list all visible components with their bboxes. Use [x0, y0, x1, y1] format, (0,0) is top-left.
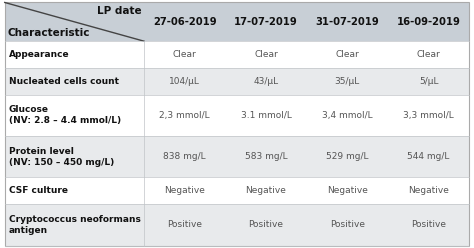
Text: Negative: Negative: [327, 186, 368, 195]
Text: Positive: Positive: [248, 220, 283, 229]
Text: 5/μL: 5/μL: [419, 77, 438, 86]
Bar: [5, 177, 469, 204]
Text: 529 mg/L: 529 mg/L: [326, 152, 369, 161]
Text: Clear: Clear: [336, 50, 359, 59]
Text: Positive: Positive: [167, 220, 202, 229]
Text: Clear: Clear: [254, 50, 278, 59]
Text: 583 mg/L: 583 mg/L: [245, 152, 287, 161]
Text: Glucose
(NV: 2.8 – 4.4 mmol/L): Glucose (NV: 2.8 – 4.4 mmol/L): [9, 105, 121, 125]
Text: Positive: Positive: [411, 220, 446, 229]
Text: Positive: Positive: [330, 220, 365, 229]
Text: 27-06-2019: 27-06-2019: [153, 17, 217, 27]
Text: Negative: Negative: [408, 186, 449, 195]
Text: LP date: LP date: [97, 6, 142, 16]
Text: 35/μL: 35/μL: [335, 77, 360, 86]
Text: 3,4 mmol/L: 3,4 mmol/L: [322, 111, 373, 120]
Text: Clear: Clear: [417, 50, 440, 59]
Bar: [5, 204, 469, 246]
Text: 3,3 mmol/L: 3,3 mmol/L: [403, 111, 454, 120]
Text: Characteristic: Characteristic: [7, 28, 90, 38]
Text: Negative: Negative: [164, 186, 205, 195]
Text: 17-07-2019: 17-07-2019: [234, 17, 298, 27]
Text: 104/μL: 104/μL: [169, 77, 200, 86]
Text: Clear: Clear: [173, 50, 197, 59]
Bar: [5, 2, 469, 41]
Text: 31-07-2019: 31-07-2019: [316, 17, 379, 27]
Text: Negative: Negative: [246, 186, 286, 195]
Text: Protein level
(NV: 150 – 450 mg/L): Protein level (NV: 150 – 450 mg/L): [9, 147, 114, 167]
Text: Appearance: Appearance: [9, 50, 69, 59]
Text: 544 mg/L: 544 mg/L: [408, 152, 450, 161]
Text: 2,3 mmol/L: 2,3 mmol/L: [159, 111, 210, 120]
Text: CSF culture: CSF culture: [9, 186, 67, 195]
Bar: [5, 68, 469, 95]
Text: 43/μL: 43/μL: [254, 77, 279, 86]
Text: 3.1 mmol/L: 3.1 mmol/L: [241, 111, 292, 120]
Text: 838 mg/L: 838 mg/L: [164, 152, 206, 161]
Bar: [5, 95, 469, 136]
Text: Nucleated cells count: Nucleated cells count: [9, 77, 118, 86]
Text: Cryptococcus neoformans
antigen: Cryptococcus neoformans antigen: [9, 215, 140, 235]
Text: 16-09-2019: 16-09-2019: [397, 17, 461, 27]
Bar: [5, 41, 469, 68]
Bar: [5, 136, 469, 177]
